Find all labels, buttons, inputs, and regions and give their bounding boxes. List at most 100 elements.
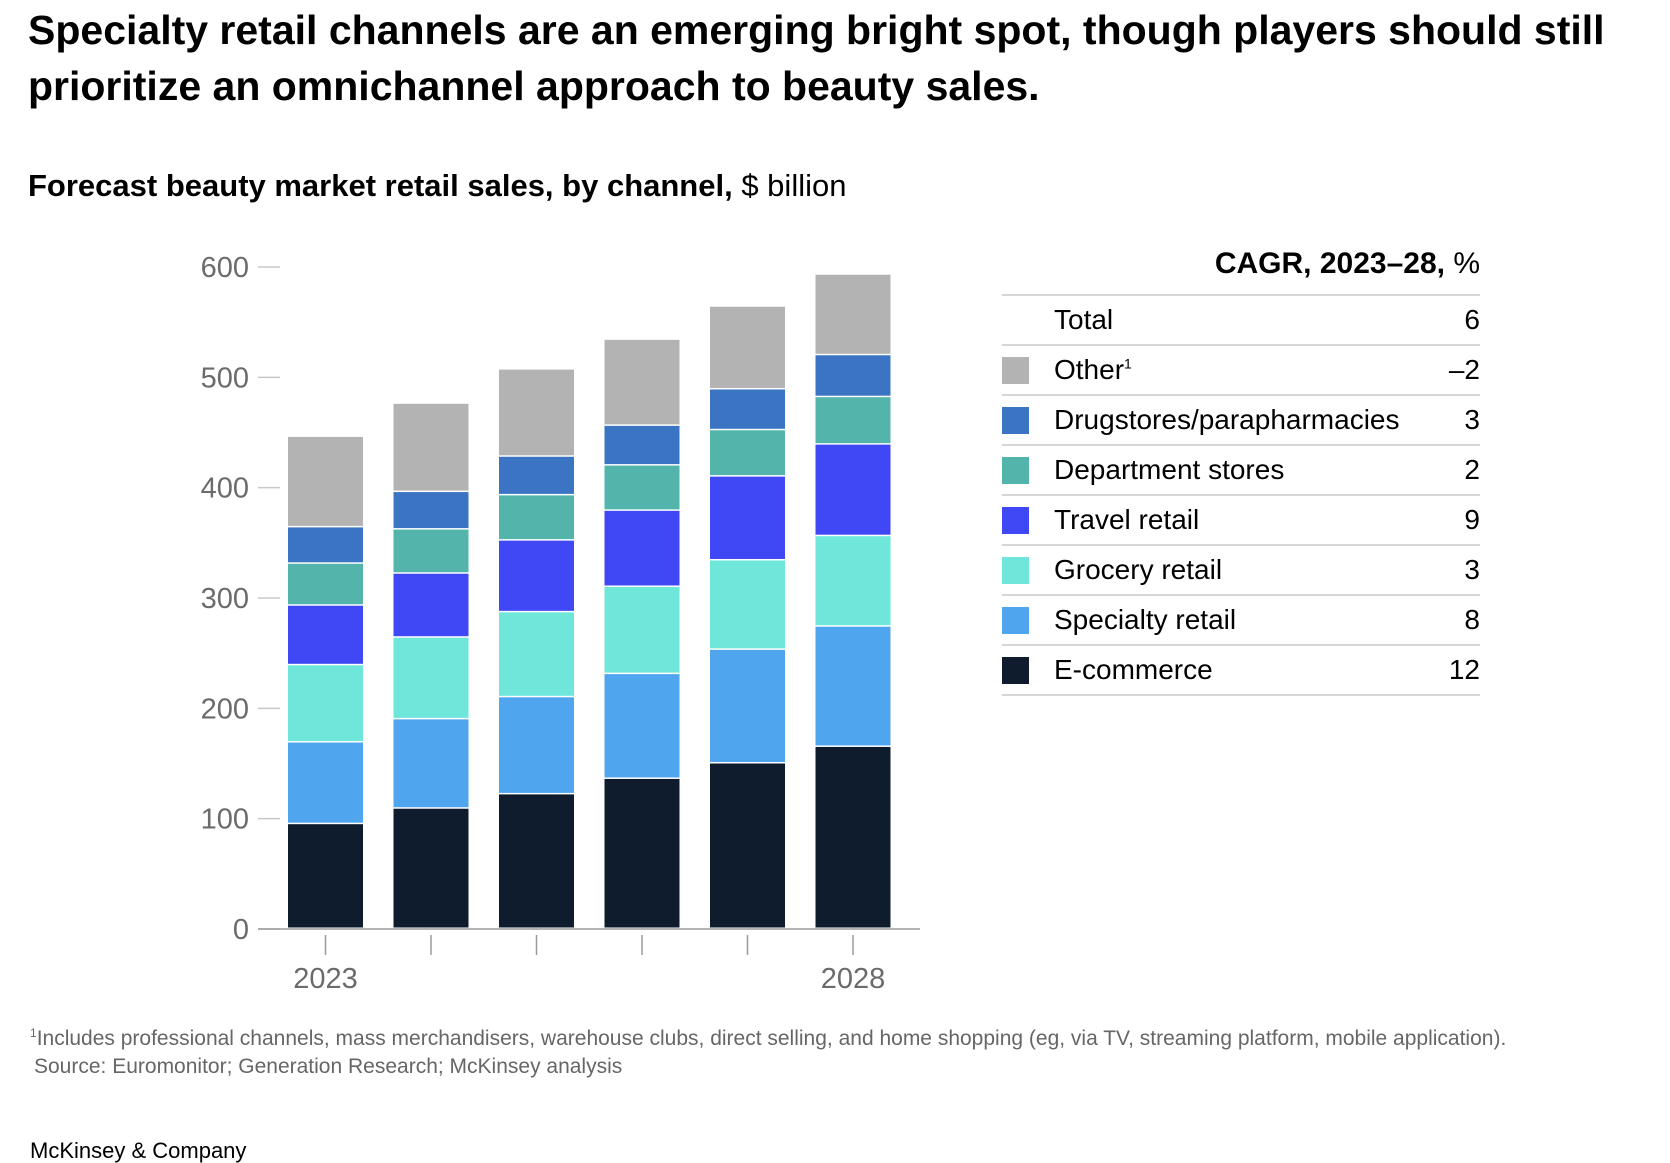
legend-value: 3 bbox=[1464, 554, 1480, 585]
legend-row-e-commerce: E-commerce 12 bbox=[1002, 644, 1480, 696]
y-tick-label: 200 bbox=[201, 693, 249, 725]
legend-value: 6 bbox=[1464, 304, 1480, 335]
x-axis: 2023 2028 bbox=[258, 928, 920, 990]
y-tick-label: 400 bbox=[201, 473, 249, 505]
bar-segment bbox=[288, 742, 363, 823]
y-tick-label: 0 bbox=[233, 914, 249, 946]
bar-segment bbox=[288, 527, 363, 563]
bar-segment bbox=[393, 808, 469, 928]
legend-row-other: Other1 –2 bbox=[1002, 344, 1480, 394]
legend-value: –2 bbox=[1448, 354, 1480, 385]
chart-subtitle: Forecast beauty market retail sales, by … bbox=[28, 166, 846, 206]
bar-stack-2027 bbox=[710, 306, 785, 928]
legend-label-wrap: Other1 bbox=[1054, 346, 1132, 394]
legend-swatch bbox=[1002, 607, 1029, 634]
stacked-bar-chart: 0 100 200 300 400 500 600 2023 2028 bbox=[201, 252, 920, 990]
bar-segment bbox=[499, 456, 574, 494]
y-axis: 0 100 200 300 400 500 600 bbox=[201, 252, 280, 946]
bar-segment bbox=[604, 425, 680, 465]
legend-swatch bbox=[1002, 557, 1029, 584]
legend-row-department-stores: Department stores 2 bbox=[1002, 444, 1480, 494]
footnote-marker: 1 bbox=[30, 1026, 37, 1040]
bar-segment bbox=[604, 674, 680, 778]
legend-label: Drugstores/parapharmacies bbox=[1054, 404, 1400, 435]
bar-segment bbox=[604, 586, 680, 673]
legend-swatch bbox=[1002, 657, 1029, 684]
y-tick-label: 600 bbox=[201, 252, 249, 284]
bar-segment bbox=[815, 444, 891, 535]
legend-row-travel-retail: Travel retail 9 bbox=[1002, 494, 1480, 544]
bar-segment bbox=[710, 389, 785, 429]
bar-segment bbox=[499, 697, 574, 793]
source-note: Source: Euromonitor; Generation Research… bbox=[34, 1055, 623, 1078]
legend-header-bold: CAGR, 2023–28, bbox=[1214, 247, 1445, 280]
legend-row-grocery-retail: Grocery retail 3 bbox=[1002, 544, 1480, 594]
bar-segment bbox=[499, 495, 574, 540]
bar-segment bbox=[393, 403, 469, 491]
footnote-marker: 1 bbox=[1124, 355, 1132, 372]
bar-segment bbox=[710, 649, 785, 762]
bar-segment bbox=[393, 529, 469, 573]
y-tick-label: 100 bbox=[201, 804, 249, 836]
bar-segment bbox=[710, 430, 785, 476]
x-tick-label: 2023 bbox=[293, 963, 358, 990]
y-tick-label: 300 bbox=[201, 583, 249, 615]
bar-segment bbox=[815, 626, 891, 746]
legend-label: E-commerce bbox=[1054, 654, 1213, 685]
bar-segment bbox=[288, 436, 363, 526]
legend-row-drugstores: Drugstores/parapharmacies 3 bbox=[1002, 394, 1480, 444]
legend-swatch bbox=[1002, 507, 1029, 534]
bar-segment bbox=[604, 339, 680, 425]
bar-segment bbox=[499, 612, 574, 696]
bar-segment bbox=[393, 637, 469, 718]
legend-label: Department stores bbox=[1054, 454, 1285, 485]
brand-logo-text: McKinsey & Company bbox=[30, 1138, 247, 1163]
legend-swatch bbox=[1002, 407, 1029, 434]
legend-row-specialty-retail: Specialty retail 8 bbox=[1002, 594, 1480, 644]
bar-segment bbox=[393, 719, 469, 808]
y-tick-label: 500 bbox=[201, 362, 249, 394]
bar-segment bbox=[710, 306, 785, 388]
legend-label: Specialty retail bbox=[1054, 604, 1237, 635]
footnote-text: Includes professional channels, mass mer… bbox=[36, 1027, 1507, 1050]
footnote: 1Includes professional channels, mass me… bbox=[30, 1025, 1506, 1052]
legend-row-total: Total 6 bbox=[1002, 294, 1480, 344]
bar-segment bbox=[288, 665, 363, 742]
bar-segment bbox=[815, 536, 891, 626]
bar-segment bbox=[815, 397, 891, 444]
bar-segment bbox=[393, 492, 469, 529]
bar-stack-2024 bbox=[393, 403, 469, 928]
bar-segment bbox=[393, 573, 469, 637]
bar-segment bbox=[499, 794, 574, 928]
legend-header-unit: % bbox=[1444, 247, 1480, 280]
subtitle-unit: $ billion bbox=[732, 168, 847, 203]
bar-stack-2025 bbox=[499, 369, 574, 928]
bar-segment bbox=[710, 476, 785, 559]
bar-stack-2028 bbox=[815, 274, 891, 928]
x-tick-label: 2028 bbox=[821, 963, 886, 990]
bar-segment bbox=[604, 465, 680, 510]
bar-segment bbox=[815, 274, 891, 354]
bar-segment bbox=[815, 355, 891, 396]
legend-label: Other bbox=[1054, 354, 1125, 385]
bar-segment bbox=[499, 369, 574, 456]
bar-segment bbox=[604, 778, 680, 928]
bar-segment bbox=[815, 746, 891, 928]
legend-swatch bbox=[1002, 457, 1029, 484]
legend-swatch bbox=[1002, 357, 1029, 384]
bar-segment bbox=[288, 563, 363, 605]
bar-stack-2023 bbox=[288, 436, 363, 928]
bar-stacks bbox=[288, 274, 891, 928]
legend-value: 9 bbox=[1464, 504, 1480, 535]
bar-segment bbox=[288, 824, 363, 928]
bar-segment bbox=[710, 560, 785, 649]
legend-value: 2 bbox=[1464, 454, 1480, 485]
legend-value: 8 bbox=[1464, 604, 1480, 635]
legend-value: 3 bbox=[1464, 404, 1480, 435]
bar-segment bbox=[710, 763, 785, 928]
bar-segment bbox=[499, 540, 574, 611]
bar-segment bbox=[288, 605, 363, 664]
legend-label: Travel retail bbox=[1054, 504, 1200, 535]
cagr-legend-table: CAGR, 2023–28, % Total 6 Other1 –2 Drugs… bbox=[1002, 240, 1480, 696]
bar-stack-2026 bbox=[604, 339, 680, 928]
